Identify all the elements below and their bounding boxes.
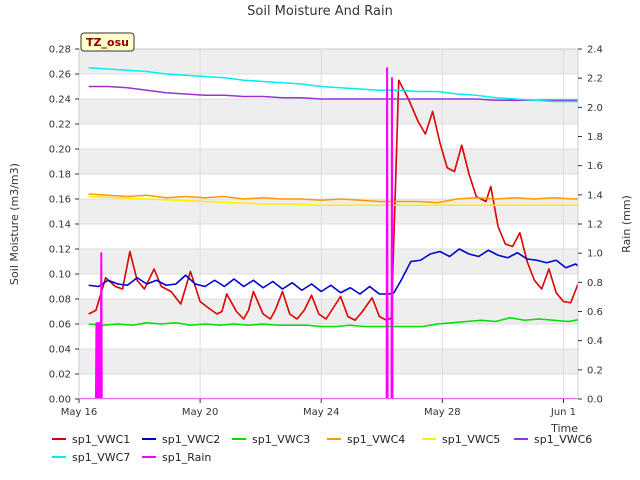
grid-band [79,299,578,324]
y-axis-label: Soil Moisture (m3/m3) [8,163,21,285]
series-line-sp1-vwc4 [88,193,578,204]
legend-item-sp1-vwc4: sp1_VWC4 [327,433,405,446]
legend-label: sp1_Rain [162,451,211,464]
legend-label: sp1_VWC2 [162,433,220,446]
series-line-sp1-vwc3 [88,316,578,328]
grid-band [79,199,578,224]
y2-tick-label: 0.6 [587,307,603,318]
y-tick-label: 0.06 [49,320,71,331]
x-axis-label: Time [550,422,578,435]
y2-tick-label: 2.4 [587,45,603,56]
x-tick-label: May 16 [61,407,98,418]
series-line-sp1-vwc2 [88,248,578,295]
legend: sp1_VWC1 sp1_VWC2 sp1_VWC3 sp1_VWC4 sp1_VWC5… [52,433,592,464]
y-tick-label: 0.18 [49,170,71,181]
y-tick-label: 0.10 [49,270,71,281]
legend-item-sp1-vwc3: sp1_VWC3 [232,433,310,446]
grid-band [79,99,578,124]
series-line-sp1-rain [79,66,578,399]
series-layer [79,66,578,399]
legend-label: sp1_VWC5 [442,433,500,446]
timezone-badge: TZ_osu [80,32,135,52]
legend-label: sp1_VWC7 [72,451,130,464]
y-tick-label: 0.28 [49,45,71,56]
series-line-sp1-vwc7 [88,66,578,103]
legend-item-sp1-vwc1: sp1_VWC1 [52,433,130,446]
y2-tick-label: 0.8 [587,278,603,289]
y2-tick-label: 1.6 [587,161,603,172]
y-tick-label: 0.08 [49,295,71,306]
series-line-sp1-vwc1 [88,79,578,322]
y2-tick-label: 1.4 [587,190,603,201]
y2-tick-label: 1.2 [587,220,603,231]
y-tick-label: 0.20 [49,145,71,156]
legend-item-sp1-vwc5: sp1_VWC5 [422,433,500,446]
legend-label: sp1_VWC4 [347,433,405,446]
y2-tick-label: 0.0 [587,395,603,406]
y-tick-label: 0.14 [49,220,71,231]
y-tick-label: 0.12 [49,245,71,256]
legend-label: sp1_VWC3 [252,433,310,446]
legend-item-sp1-vwc6: sp1_VWC6 [514,433,592,446]
chart-title: Soil Moisture And Rain [247,4,393,19]
y2-axis-label: Rain (mm) [620,195,633,253]
y-tick-label: 0.16 [49,195,71,206]
y-tick-label: 0.22 [49,120,71,131]
y-tick-label: 0.04 [49,345,71,356]
x-axis: May 16 May 20 May 24 May 28 Jun 1 [61,399,576,418]
y-tick-label: 0.02 [49,370,71,381]
legend-item-sp1-vwc2: sp1_VWC2 [142,433,220,446]
y2-tick-label: 2.2 [587,74,603,85]
y2-tick-label: 1.0 [587,249,603,260]
y-tick-label: 0.24 [49,95,71,106]
legend-item-sp1-rain: sp1_Rain [142,451,211,464]
series-line-sp1-vwc5 [88,195,578,207]
y-tick-label: 0.26 [49,70,71,81]
legend-label: sp1_VWC1 [72,433,130,446]
legend-label: sp1_VWC6 [534,433,592,446]
y2-tick-label: 0.4 [587,336,603,347]
x-tick-label: May 28 [424,407,461,418]
legend-item-sp1-vwc7: sp1_VWC7 [52,451,130,464]
x-tick-label: Jun 1 [550,407,576,418]
y-tick-label: 0.00 [49,395,71,406]
y2-tick-label: 1.8 [587,132,603,143]
grid-band [79,149,578,174]
grid-band [79,49,578,74]
y2-tick-label: 2.0 [587,103,603,114]
x-tick-label: May 24 [303,407,340,418]
y2-tick-label: 0.2 [587,365,603,376]
y-axis-right: 0.0 0.2 0.4 0.6 0.8 1.0 1.2 1.4 1.6 1.8 2.0 2.2 2.4 [578,45,603,406]
grid-band [79,349,578,374]
y-axis-left: 0.00 0.02 0.04 0.06 0.08 0.10 0.12 0.14 0.16 0.18… [49,45,79,406]
x-tick-label: May 20 [182,407,219,418]
timezone-badge-label: TZ_osu [86,36,129,49]
